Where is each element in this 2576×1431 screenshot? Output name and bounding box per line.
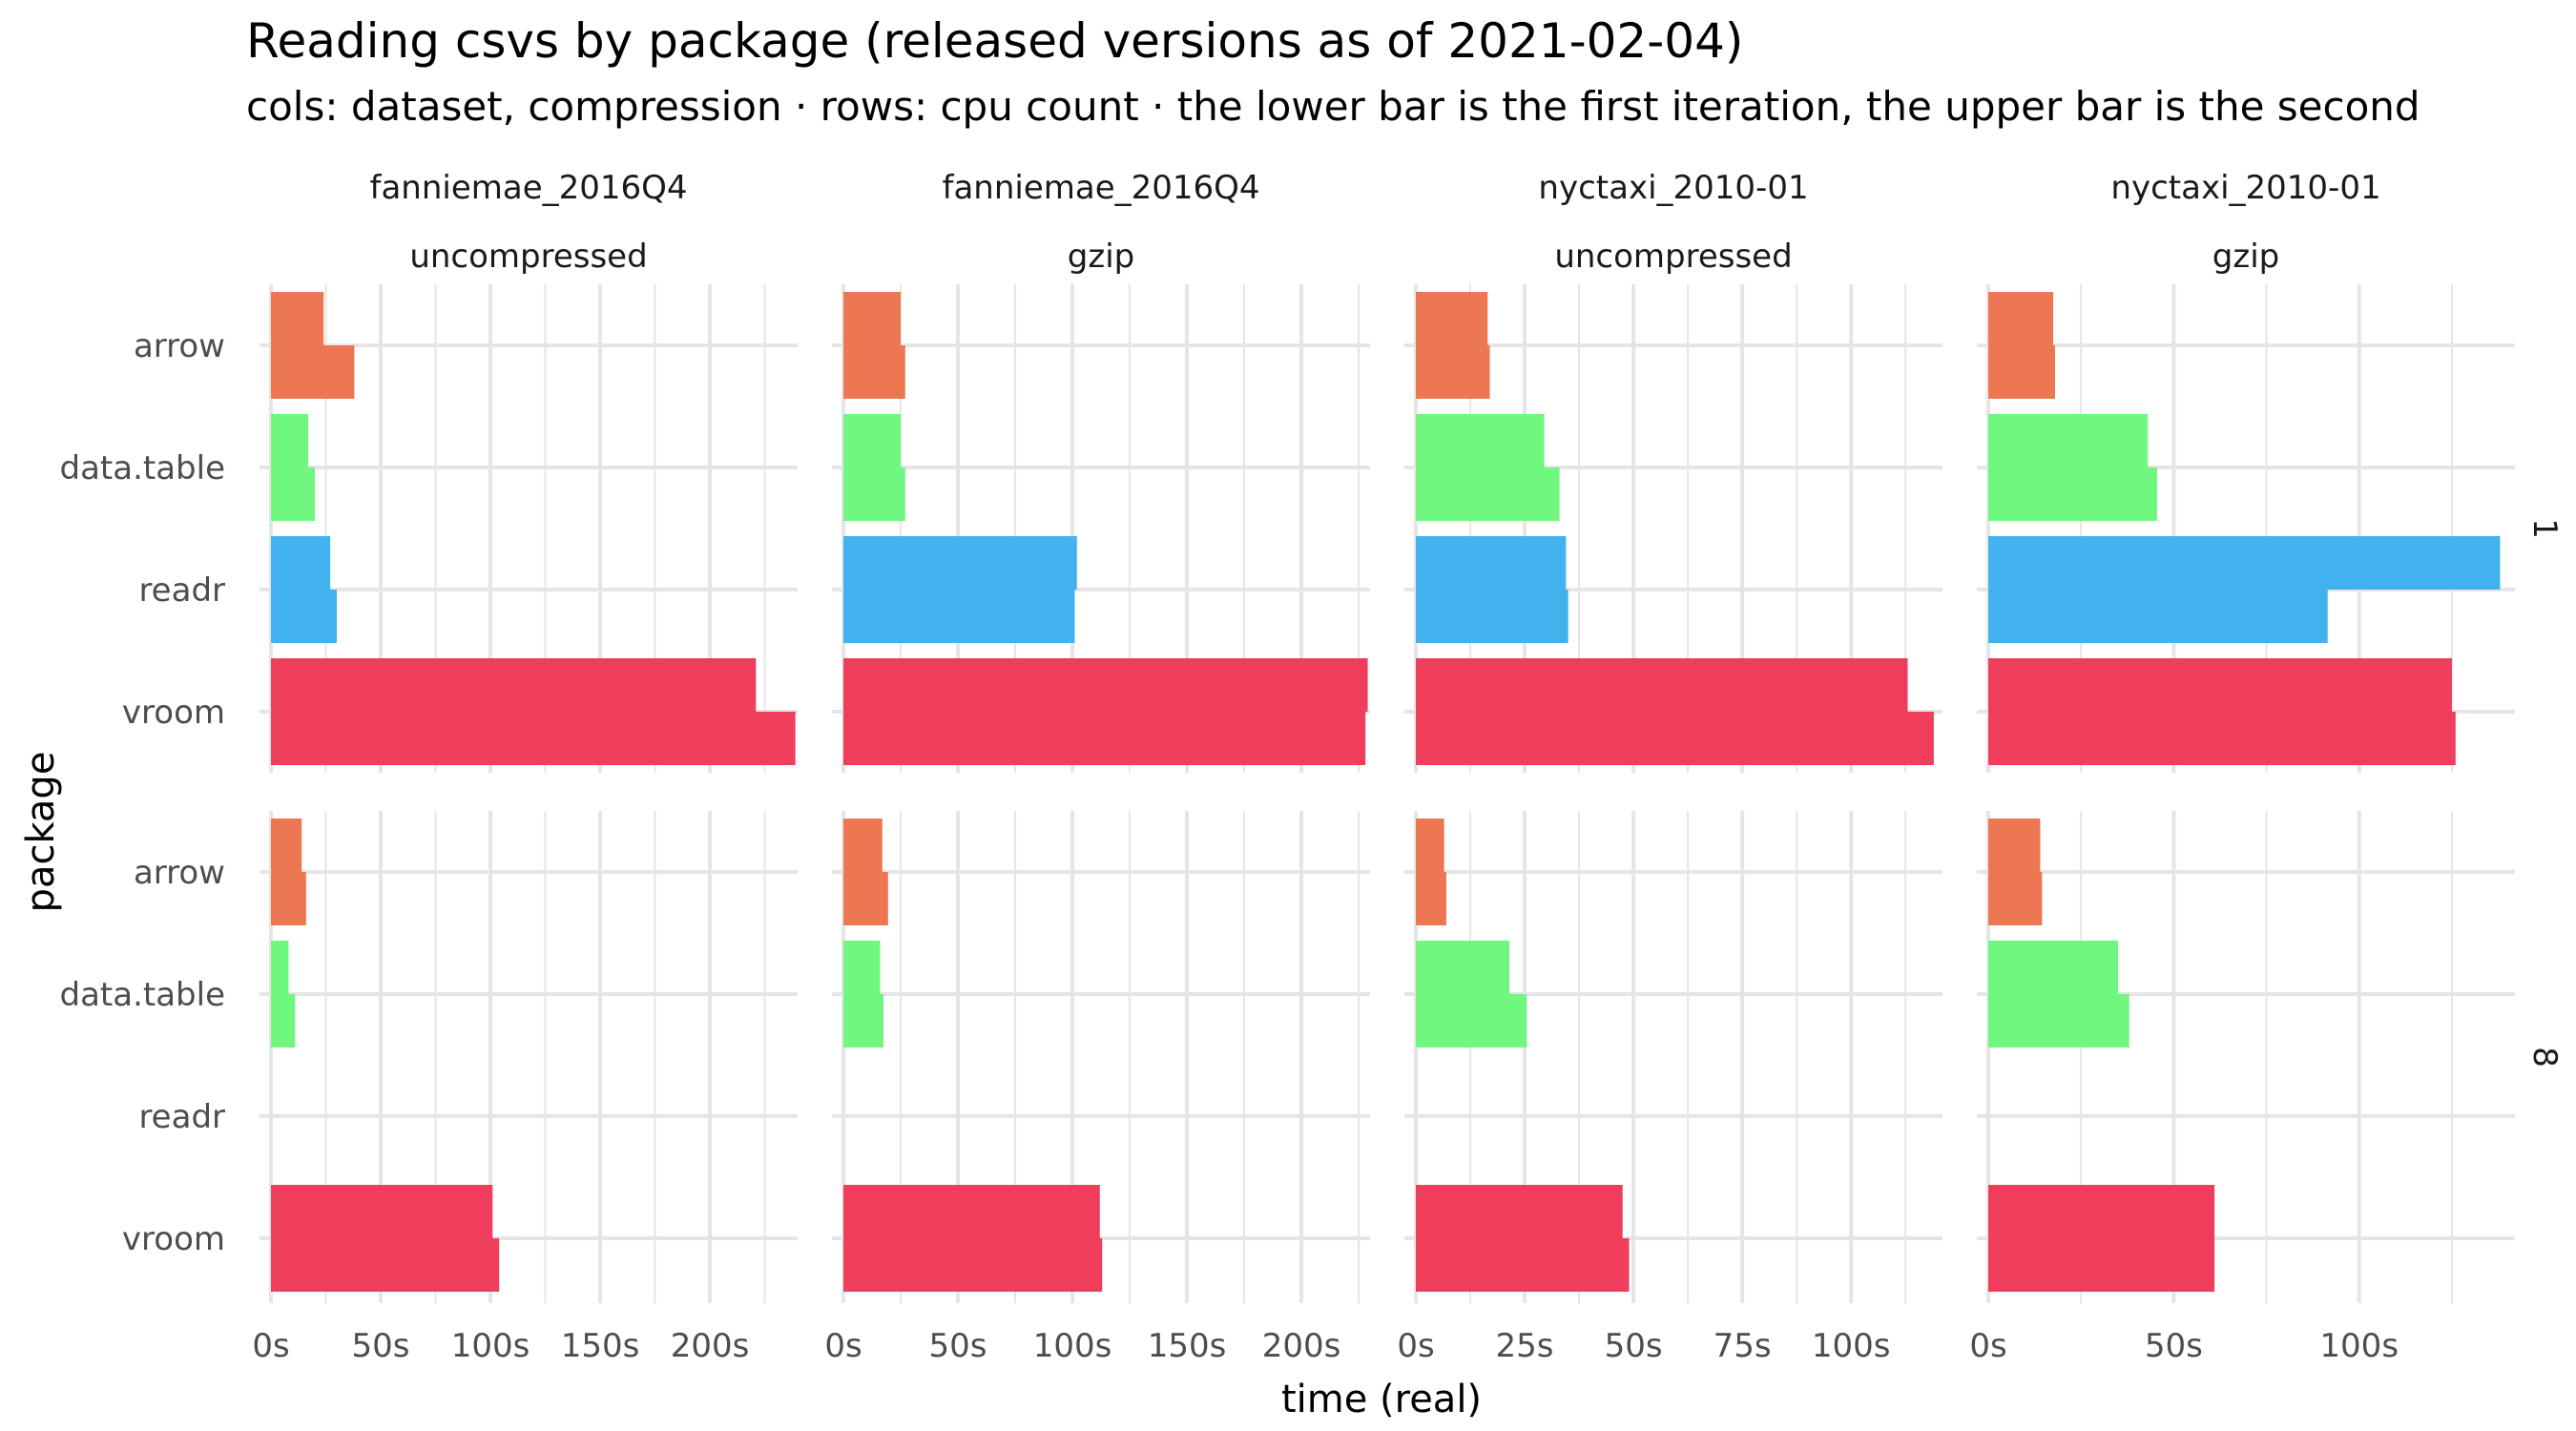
bar-vroom-second-iteration xyxy=(1988,1185,2215,1238)
y-tick-label: arrow xyxy=(134,327,225,365)
strip-dataset-label: nyctaxi_2010-01 xyxy=(1538,169,1808,207)
bar-arrow-first-iteration xyxy=(843,345,905,399)
bar-readr-second-iteration xyxy=(271,536,331,590)
bar-data.table-second-iteration xyxy=(271,941,289,994)
x-tick-label: 100s xyxy=(451,1327,530,1365)
strip-compression-label: gzip xyxy=(2212,238,2279,276)
x-axis-label: time (real) xyxy=(1281,1378,1482,1421)
y-tick-label: readr xyxy=(138,571,225,610)
bar-arrow-first-iteration xyxy=(1416,345,1490,399)
bar-arrow-first-iteration xyxy=(1416,872,1446,925)
x-tick-label: 0s xyxy=(824,1327,862,1365)
bar-arrow-second-iteration xyxy=(843,292,901,345)
y-tick-label: arrow xyxy=(134,854,225,892)
bar-data.table-first-iteration xyxy=(271,994,296,1047)
bar-data.table-first-iteration xyxy=(843,994,883,1047)
strip-cpu-label: 1 xyxy=(2525,518,2564,539)
x-tick-label: 0s xyxy=(1397,1327,1434,1365)
bar-arrow-second-iteration xyxy=(271,819,302,872)
bar-vroom-first-iteration xyxy=(271,1238,500,1292)
x-tick-label: 75s xyxy=(1714,1327,1772,1365)
x-tick-label: 50s xyxy=(929,1327,987,1365)
bar-arrow-first-iteration xyxy=(843,872,888,925)
bar-data.table-first-iteration xyxy=(1416,467,1560,521)
bar-readr-second-iteration xyxy=(1988,536,2501,590)
x-tick-label: 0s xyxy=(252,1327,289,1365)
bar-data.table-second-iteration xyxy=(1416,414,1545,467)
x-tick-label: 0s xyxy=(1969,1327,2006,1365)
bar-data.table-second-iteration xyxy=(843,941,881,994)
x-tick-label: 200s xyxy=(671,1327,750,1365)
bar-vroom-second-iteration xyxy=(1988,658,2452,712)
bar-arrow-second-iteration xyxy=(843,819,883,872)
strip-dataset-label: fanniemae_2016Q4 xyxy=(942,169,1259,207)
bar-readr-second-iteration xyxy=(843,536,1077,590)
bar-data.table-first-iteration xyxy=(271,467,315,521)
bar-data.table-first-iteration xyxy=(1988,994,2129,1047)
bar-data.table-second-iteration xyxy=(271,414,309,467)
strip-dataset-label: fanniemae_2016Q4 xyxy=(369,169,687,207)
bar-data.table-second-iteration xyxy=(1988,414,2149,467)
bar-arrow-first-iteration xyxy=(1988,872,2043,925)
bar-vroom-first-iteration xyxy=(843,1238,1103,1292)
chart-subtitle: cols: dataset, compression · rows: cpu c… xyxy=(246,83,2420,130)
bar-data.table-first-iteration xyxy=(843,467,905,521)
x-tick-label: 150s xyxy=(561,1327,640,1365)
x-tick-label: 100s xyxy=(1812,1327,1891,1365)
strip-dataset-label: nyctaxi_2010-01 xyxy=(2110,169,2380,207)
bar-data.table-first-iteration xyxy=(1988,467,2157,521)
bar-arrow-second-iteration xyxy=(1416,292,1488,345)
bar-vroom-second-iteration xyxy=(843,658,1368,712)
x-tick-label: 50s xyxy=(2145,1327,2203,1365)
y-axis-label: package xyxy=(19,752,63,913)
x-tick-label: 25s xyxy=(1496,1327,1554,1365)
y-tick-label: vroom xyxy=(122,694,225,732)
y-tick-label: data.table xyxy=(59,976,225,1014)
x-tick-label: 150s xyxy=(1148,1327,1227,1365)
bar-vroom-second-iteration xyxy=(843,1185,1100,1238)
bar-vroom-first-iteration xyxy=(1988,1238,2215,1292)
chart-title: Reading csvs by package (released versio… xyxy=(246,13,1743,69)
bar-arrow-second-iteration xyxy=(1988,292,2054,345)
y-tick-label: readr xyxy=(138,1098,225,1136)
bar-vroom-second-iteration xyxy=(271,1185,493,1238)
bar-arrow-second-iteration xyxy=(1988,819,2041,872)
strip-compression-label: uncompressed xyxy=(1554,238,1792,276)
x-tick-label: 100s xyxy=(2319,1327,2399,1365)
bar-vroom-first-iteration xyxy=(1416,712,1934,765)
bar-arrow-second-iteration xyxy=(1416,819,1444,872)
bar-vroom-second-iteration xyxy=(1416,1185,1623,1238)
bar-readr-first-iteration xyxy=(1416,590,1568,643)
bar-readr-first-iteration xyxy=(843,590,1075,643)
bar-arrow-first-iteration xyxy=(271,872,306,925)
bar-vroom-second-iteration xyxy=(271,658,757,712)
strip-cpu-label: 8 xyxy=(2525,1047,2564,1068)
bar-data.table-first-iteration xyxy=(1416,994,1527,1047)
bar-data.table-second-iteration xyxy=(843,414,901,467)
bar-vroom-second-iteration xyxy=(1416,658,1908,712)
x-tick-label: 200s xyxy=(1262,1327,1341,1365)
strip-compression-label: gzip xyxy=(1068,238,1134,276)
bar-readr-first-iteration xyxy=(271,590,337,643)
y-tick-label: data.table xyxy=(59,449,225,487)
bar-arrow-second-iteration xyxy=(271,292,324,345)
bar-data.table-second-iteration xyxy=(1416,941,1510,994)
x-tick-label: 50s xyxy=(1605,1327,1663,1365)
bar-arrow-first-iteration xyxy=(271,345,355,399)
y-tick-label: vroom xyxy=(122,1220,225,1258)
x-tick-label: 100s xyxy=(1033,1327,1112,1365)
strip-compression-label: uncompressed xyxy=(409,238,647,276)
bar-vroom-first-iteration xyxy=(271,712,796,765)
bar-arrow-first-iteration xyxy=(1988,345,2055,399)
bar-vroom-first-iteration xyxy=(843,712,1366,765)
bar-readr-first-iteration xyxy=(1988,590,2328,643)
bar-vroom-first-iteration xyxy=(1416,1238,1630,1292)
bar-data.table-second-iteration xyxy=(1988,941,2119,994)
x-tick-label: 50s xyxy=(352,1327,410,1365)
bar-vroom-first-iteration xyxy=(1988,712,2456,765)
bar-readr-second-iteration xyxy=(1416,536,1567,590)
facet-panels: fanniemae_2016Q4 uncompressed fanniemae_20… xyxy=(59,169,2564,1365)
